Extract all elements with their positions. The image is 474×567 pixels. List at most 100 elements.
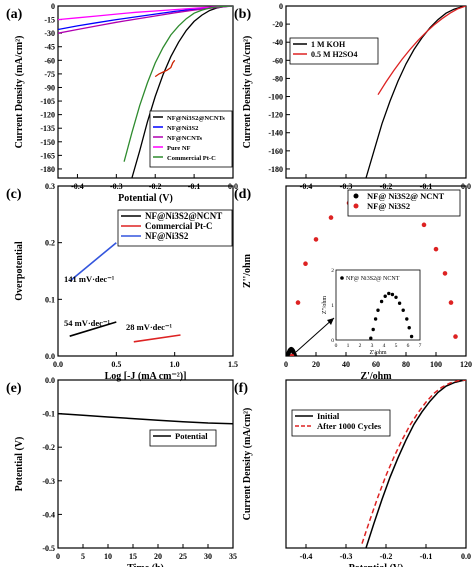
inset-data-point [407, 326, 411, 330]
x-tick-label: 1.5 [228, 360, 238, 369]
x-tick-label: 10 [104, 552, 112, 561]
y-tick-label: -90 [44, 83, 55, 92]
x-axis-label: Z'/ohm [360, 371, 392, 382]
y-tick-label: -140 [268, 129, 283, 138]
y-tick-label: -0.5 [42, 544, 55, 553]
legend-entry: NF@Ni3S2@NCNTs [167, 115, 225, 122]
inset-arrow [295, 317, 335, 353]
inset-data-point [394, 295, 398, 299]
legend-entry: NF@ Ni3S2 [367, 201, 410, 211]
inset-x-tick-label: 4 [383, 343, 386, 349]
y-tick-label: -40 [272, 38, 283, 47]
inset-y-axis-label: Z''/ohm [322, 296, 328, 314]
y-tick-label: 0.3 [45, 182, 55, 191]
legend-box [347, 189, 461, 217]
panel-label: (c) [6, 187, 22, 202]
inset-data-point [405, 317, 409, 321]
y-tick-label: -180 [40, 165, 55, 174]
legend-entry: Potential [175, 431, 208, 441]
x-tick-label: 35 [229, 552, 237, 561]
y-tick-label: -0.1 [42, 410, 55, 419]
legend-marker [353, 203, 359, 209]
y-axis-label: Overpotential [14, 241, 25, 301]
data-point [453, 334, 458, 339]
data-point [295, 300, 301, 305]
inset-data-point [371, 327, 375, 332]
chart-panel-5: (f) -0.4 -0.3 -0.2 -0.1 0.0 Potential (V) Curre… [234, 379, 471, 567]
series-line-0 [58, 412, 233, 425]
inset-x-tick-label: 5 [395, 343, 398, 349]
y-tick-label: -120 [268, 111, 283, 120]
x-tick-label: 30 [204, 552, 212, 561]
x-tick-label: 20 [154, 552, 162, 561]
y-tick-label: -80 [272, 74, 283, 83]
x-tick-label: -0.2 [380, 552, 393, 561]
y-tick-label: -100 [268, 93, 283, 102]
inset-x-tick-label: 7 [419, 343, 422, 349]
legend-entry: Commercial Pt-C [145, 221, 213, 231]
y-tick-label: -150 [40, 138, 55, 147]
x-tick-label: 0.5 [111, 360, 121, 369]
plot-frame [285, 379, 467, 549]
inset-data-point [397, 301, 402, 305]
y-tick-label: -120 [40, 111, 55, 120]
legend-entry: NF@Ni3S2 [167, 125, 198, 132]
x-tick-label: -0.4 [300, 552, 313, 561]
series-line-0 [365, 6, 466, 178]
y-tick-label: 0.1 [45, 295, 55, 304]
inset-data-point [373, 317, 378, 321]
plot-frame [57, 5, 234, 179]
x-tick-label: 120 [460, 360, 472, 369]
y-tick-label: -160 [268, 147, 283, 156]
chart-panel-4: (e) 0 5 10 15 20 25 30 35 0.0 -0.1 -0.2 -0.3 -0.4 -0.5… [6, 376, 237, 567]
inset-x-axis-label: Z'/ohm [369, 350, 386, 356]
inset-y-tick-label: 0 [331, 338, 334, 344]
x-axis-label: Log [-J (mA cm⁻²)] [105, 371, 187, 382]
legend-entry: 0.5 M H2SO4 [311, 50, 357, 59]
legend-entry: Initial [317, 411, 340, 421]
inset-y-tick-label: 1 [331, 303, 334, 309]
y-tick-label: -0.4 [42, 510, 55, 519]
inset-x-tick-label: 3 [371, 343, 374, 349]
x-tick-label: 0.0 [53, 360, 63, 369]
y-tick-label: 0 [279, 2, 283, 11]
x-tick-label: 5 [81, 552, 85, 561]
y-axis-label: Current Density (mA/cm²) [242, 36, 253, 149]
y-tick-label: -105 [40, 97, 55, 106]
series-line-2 [58, 6, 233, 34]
inset-x-tick-label: 1 [347, 343, 350, 349]
inset-data-point [379, 299, 384, 304]
plot-area [58, 6, 233, 178]
slope-annotation: 54 mV·dec⁻¹ [64, 318, 110, 328]
y-axis-label: Current Density (mA/cm²) [242, 408, 253, 521]
series-line-1 [377, 6, 466, 96]
inset-legend: NF@ Ni3S2@ NCNT [346, 276, 400, 282]
plot-area [69, 242, 181, 343]
y-tick-label: 0.2 [45, 239, 55, 248]
plot-area [361, 380, 466, 548]
x-tick-label: 80 [402, 360, 410, 369]
legend-entry: 1 M KOH [311, 40, 346, 49]
series-line-1 [361, 380, 466, 544]
panel-label: (f) [234, 381, 248, 396]
y-tick-label: -60 [272, 56, 283, 65]
y-tick-label: -0.2 [42, 443, 55, 452]
x-axis-label: Potential (V) [349, 563, 404, 567]
x-axis-label: Time (h) [127, 563, 164, 567]
plot-frame [57, 379, 234, 549]
inset-x-tick-label: 6 [407, 343, 410, 349]
y-tick-label: -165 [40, 151, 55, 160]
y-tick-label: -15 [44, 16, 55, 25]
slope-annotation: 28 mV·dec⁻¹ [126, 322, 172, 332]
x-tick-label: 1.0 [170, 360, 180, 369]
x-tick-label: 0 [56, 552, 60, 561]
legend-box [149, 110, 233, 168]
data-point [328, 215, 334, 220]
legend-entry: NF@NCNTs [167, 135, 203, 142]
series-line-4 [123, 6, 233, 162]
inset-data-point [369, 336, 373, 340]
inset-x-tick-label: 2 [359, 343, 362, 349]
x-tick-label: 25 [179, 552, 187, 561]
